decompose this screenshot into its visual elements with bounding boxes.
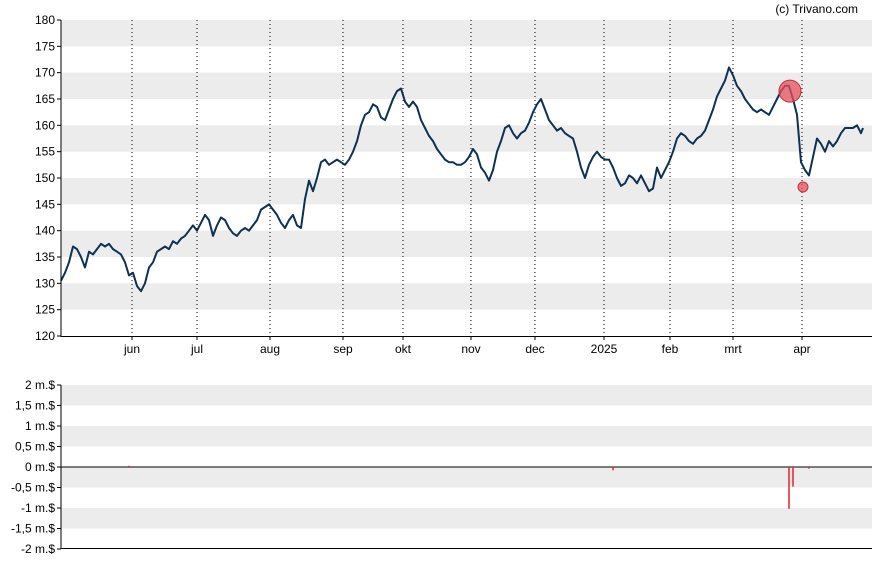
volume-bar [788, 467, 790, 509]
volume-bar [808, 467, 810, 469]
price-band [61, 178, 872, 205]
event-marker [797, 181, 809, 193]
price-x-tick-label: jun [123, 342, 140, 356]
volume-y-tick-label: -2 m.$ [21, 542, 55, 556]
price-x-tick-label: jul [190, 342, 203, 356]
price-y-tick-label: 135 [35, 250, 55, 264]
price-x-tick-label: okt [395, 342, 412, 356]
volume-band [61, 385, 872, 406]
price-y-tick-label: 180 [35, 13, 55, 27]
volume-band [61, 508, 872, 529]
price-month-gridlines [131, 20, 803, 336]
credit-label: (c) Trivano.com [775, 2, 858, 16]
volume-y-tick-label: -1,5 m.$ [11, 522, 55, 536]
price-x-tick-label: dec [525, 342, 544, 356]
price-y-tick-label: 160 [35, 118, 55, 132]
price-band [61, 20, 872, 47]
price-y-tick-label: 120 [35, 329, 55, 343]
price-y-tick-label: 155 [35, 145, 55, 159]
volume-y-tick-label: 0,5 m.$ [15, 440, 55, 454]
volume-bar [128, 465, 130, 467]
price-x-tick-labels: jun jul aug sep okt nov dec 2025 feb mrt apr [123, 336, 811, 356]
volume-y-tick-label: -1 m.$ [21, 501, 55, 515]
price-band [61, 125, 872, 152]
price-band [61, 230, 872, 257]
price-panel: 180175170165160155150145140135130125120 … [35, 13, 872, 356]
volume-y-tick-label: 2 m.$ [25, 378, 55, 392]
volume-y-tick-label: 1,5 m.$ [15, 399, 55, 413]
price-markers [778, 79, 809, 193]
price-x-tick-label: 2025 [591, 342, 618, 356]
volume-panel: 2 m.$ 1,5 m.$ 1 m.$ 0,5 m.$ 0 m.$ -0,5 m.$ -1 … [11, 378, 872, 556]
price-y-tick-label: 170 [35, 66, 55, 80]
volume-grid-bands [61, 385, 872, 529]
volume-y-tick-label: 1 m.$ [25, 419, 55, 433]
event-marker [778, 79, 802, 103]
price-band [61, 283, 872, 310]
price-x-tick-label: feb [662, 342, 679, 356]
price-y-tick-label: 125 [35, 303, 55, 317]
price-y-tick-label: 150 [35, 171, 55, 185]
price-line [60, 66, 864, 293]
volume-y-tick-label: 0 m.$ [25, 460, 55, 474]
price-x-tick-label: mrt [724, 342, 742, 356]
price-x-tick-label: sep [333, 342, 353, 356]
price-band [61, 72, 872, 99]
price-x-tick-label: nov [461, 342, 480, 356]
volume-bar [612, 467, 614, 471]
price-y-tick-labels: 180 175 170 165 160 155 150 145 140 135 130 125 120 [35, 13, 61, 343]
price-y-tick-label: 175 [35, 39, 55, 53]
volume-bars [128, 465, 810, 509]
price-y-tick-label: 145 [35, 197, 55, 211]
volume-bar [792, 467, 794, 487]
price-y-tick-label: 130 [35, 276, 55, 290]
price-y-tick-label: 140 [35, 224, 55, 238]
volume-band [61, 467, 872, 488]
price-x-tick-label: aug [260, 342, 280, 356]
volume-y-tick-labels: 2 m.$ 1,5 m.$ 1 m.$ 0,5 m.$ 0 m.$ -0,5 m.$ -1 … [11, 378, 61, 556]
volume-y-tick-label: -0,5 m.$ [11, 481, 55, 495]
price-y-tick-label: 165 [35, 92, 55, 106]
price-grid-bands [61, 20, 872, 310]
price-x-tick-label: apr [793, 342, 810, 356]
volume-band [61, 426, 872, 447]
